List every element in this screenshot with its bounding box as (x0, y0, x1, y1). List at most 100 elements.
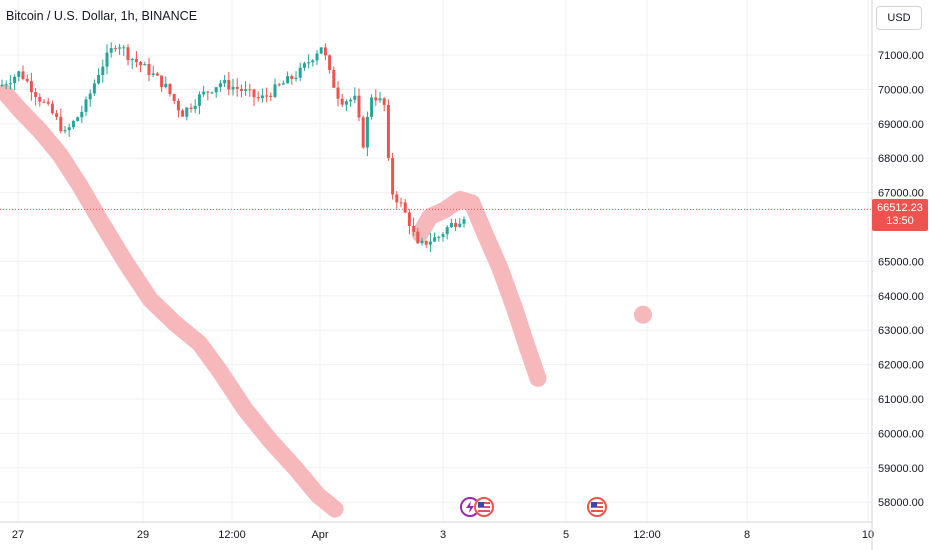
candle-body[interactable] (223, 79, 227, 84)
candle-body[interactable] (118, 47, 122, 49)
candle-body[interactable] (29, 81, 33, 93)
candle-body[interactable] (147, 64, 151, 75)
candle-body[interactable] (298, 67, 302, 78)
candle-body[interactable] (294, 77, 298, 79)
candle-body[interactable] (256, 97, 260, 99)
candle-body[interactable] (8, 83, 12, 85)
candle-body[interactable] (71, 120, 75, 128)
candle-body[interactable] (382, 98, 386, 105)
candle-body[interactable] (458, 223, 462, 227)
brush-stroke[interactable] (411, 190, 547, 387)
candle-body[interactable] (168, 83, 172, 95)
candle-body[interactable] (130, 58, 134, 61)
candle-body[interactable] (84, 99, 88, 112)
candle-body[interactable] (126, 47, 130, 61)
candle-body[interactable] (193, 105, 197, 109)
us-flag-event-icon[interactable] (474, 497, 494, 517)
candle-body[interactable] (416, 231, 420, 244)
candle-body[interactable] (34, 92, 38, 97)
candle-body[interactable] (218, 83, 222, 88)
candle-body[interactable] (399, 202, 403, 204)
candle-body[interactable] (151, 73, 155, 75)
candle-body[interactable] (244, 89, 248, 91)
candle-body[interactable] (97, 75, 101, 84)
candle-body[interactable] (281, 83, 285, 85)
candle-body[interactable] (210, 92, 214, 94)
candle-body[interactable] (344, 101, 348, 105)
candle-body[interactable] (88, 93, 92, 100)
candle-body[interactable] (412, 226, 416, 232)
candle-body[interactable] (307, 62, 311, 64)
candle-body[interactable] (105, 52, 109, 67)
candle-body[interactable] (407, 212, 411, 227)
candle-body[interactable] (176, 100, 180, 111)
candle-body[interactable] (0, 84, 4, 86)
candle-body[interactable] (336, 87, 340, 99)
candle-body[interactable] (302, 63, 306, 68)
candle-body[interactable] (46, 101, 50, 104)
candle-body[interactable] (235, 87, 239, 89)
candle-body[interactable] (269, 95, 273, 97)
candle-body[interactable] (42, 101, 46, 103)
candle-body[interactable] (428, 241, 432, 245)
candle-body[interactable] (134, 58, 138, 63)
candle-body[interactable] (113, 48, 117, 50)
currency-button[interactable]: USD (876, 6, 922, 30)
candle-body[interactable] (13, 76, 17, 84)
candle-body[interactable] (323, 47, 327, 56)
candle-body[interactable] (424, 240, 428, 245)
candle-body[interactable] (155, 73, 159, 76)
candle-body[interactable] (315, 53, 319, 61)
candle-body[interactable] (109, 48, 113, 53)
candle-body[interactable] (391, 157, 395, 195)
candle-body[interactable] (160, 75, 164, 88)
candle-body[interactable] (63, 130, 67, 132)
candlestick-series[interactable] (0, 42, 466, 252)
candle-body[interactable] (4, 84, 8, 86)
candle-body[interactable] (386, 104, 390, 158)
candle-body[interactable] (290, 75, 294, 79)
candle-body[interactable] (139, 62, 143, 66)
candle-body[interactable] (92, 83, 96, 94)
candle-body[interactable] (239, 88, 243, 91)
candle-body[interactable] (101, 66, 105, 76)
candle-body[interactable] (445, 227, 449, 235)
candle-body[interactable] (260, 95, 264, 99)
candle-body[interactable] (357, 95, 361, 118)
candle-body[interactable] (265, 95, 269, 97)
candle-body[interactable] (403, 202, 407, 213)
candle-body[interactable] (38, 96, 42, 102)
candle-body[interactable] (349, 99, 353, 102)
brush-drawings[interactable] (0, 84, 652, 518)
candle-body[interactable] (181, 110, 185, 117)
candle-body[interactable] (374, 97, 378, 101)
candle-body[interactable] (164, 83, 168, 88)
candle-body[interactable] (449, 223, 453, 228)
candle-body[interactable] (185, 107, 189, 117)
candle-body[interactable] (378, 98, 382, 101)
candle-body[interactable] (420, 240, 424, 244)
candle-body[interactable] (328, 55, 332, 70)
event-markers[interactable] (460, 497, 607, 517)
candle-body[interactable] (197, 94, 201, 106)
candle-body[interactable] (437, 236, 441, 238)
candle-body[interactable] (319, 47, 323, 54)
brush-dot[interactable] (634, 305, 652, 324)
candle-body[interactable] (332, 69, 336, 88)
candle-body[interactable] (172, 94, 176, 101)
candle-body[interactable] (277, 84, 281, 86)
candle-body[interactable] (122, 47, 126, 49)
candle-body[interactable] (189, 107, 193, 109)
candle-body[interactable] (76, 117, 80, 121)
candle-body[interactable] (206, 91, 210, 93)
candle-body[interactable] (353, 95, 357, 100)
candle-body[interactable] (370, 97, 374, 117)
us-flag-event-icon[interactable] (587, 497, 607, 517)
candle-body[interactable] (252, 89, 256, 98)
candle-body[interactable] (365, 116, 369, 148)
candle-body[interactable] (59, 116, 63, 132)
candle-body[interactable] (433, 237, 437, 242)
candle-body[interactable] (286, 75, 290, 84)
candle-body[interactable] (340, 98, 344, 105)
candle-body[interactable] (55, 113, 59, 117)
